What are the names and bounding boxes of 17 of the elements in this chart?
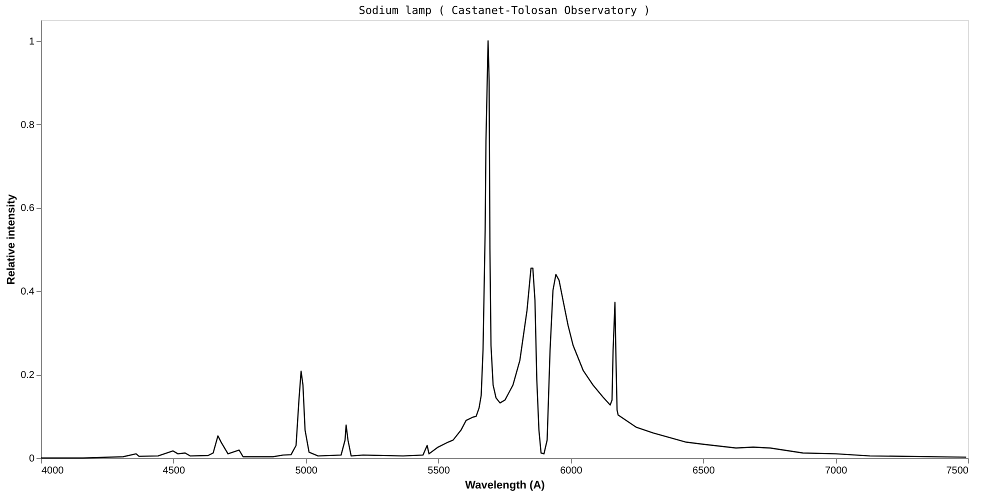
y-tick-label: 0.8	[20, 120, 35, 131]
y-tick-label: 0.2	[20, 370, 35, 382]
y-tick-label: 0.6	[20, 203, 35, 214]
x-tick-label: 4500	[162, 466, 186, 476]
x-tick-label: 5500	[428, 466, 450, 476]
y-tick-label: 0	[28, 454, 35, 464]
x-tick-label: 6500	[692, 466, 716, 476]
x-tick-label: 4000	[42, 466, 64, 476]
x-tick-label: 5000	[295, 466, 318, 476]
chart-title: Sodium lamp ( Castanet-Tolosan Observatory )	[358, 4, 650, 17]
x-axis-title: Wavelength (A)	[465, 480, 546, 492]
y-tick-label: 1	[28, 36, 35, 48]
y-tick-label: 0.4	[20, 286, 35, 298]
x-tick-label: 6000	[560, 466, 583, 476]
y-axis-title: Relative intensity	[6, 193, 18, 285]
x-tick-label: 7500	[946, 466, 969, 476]
x-tick-label: 7000	[824, 466, 848, 476]
